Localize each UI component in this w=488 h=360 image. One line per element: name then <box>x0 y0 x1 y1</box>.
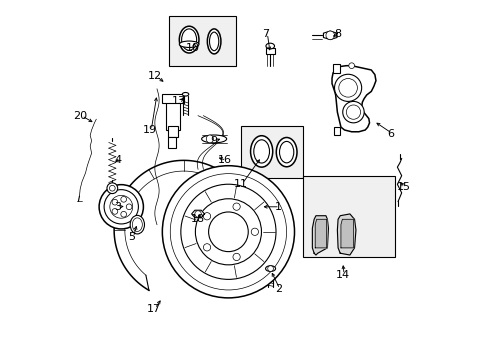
Text: 18: 18 <box>191 214 204 224</box>
Text: 16: 16 <box>218 156 231 165</box>
Circle shape <box>338 78 357 97</box>
Ellipse shape <box>250 136 272 167</box>
Text: 9: 9 <box>210 136 217 146</box>
Ellipse shape <box>132 218 142 231</box>
Bar <box>303 176 394 257</box>
Polygon shape <box>312 216 328 255</box>
Text: 15: 15 <box>396 182 409 192</box>
Text: 13: 13 <box>171 96 185 107</box>
Bar <box>169 16 235 66</box>
Ellipse shape <box>265 266 275 271</box>
Circle shape <box>121 197 126 202</box>
Text: 20: 20 <box>73 111 87 121</box>
Ellipse shape <box>130 215 144 234</box>
Ellipse shape <box>181 29 196 50</box>
Circle shape <box>104 190 138 224</box>
Polygon shape <box>323 31 336 40</box>
Circle shape <box>334 74 361 102</box>
Circle shape <box>203 244 210 251</box>
Ellipse shape <box>179 41 199 48</box>
Ellipse shape <box>265 43 274 49</box>
Circle shape <box>110 195 132 218</box>
Circle shape <box>348 63 354 68</box>
Circle shape <box>107 183 118 194</box>
Polygon shape <box>340 219 353 248</box>
Text: 5: 5 <box>128 232 135 242</box>
Circle shape <box>194 211 201 217</box>
Circle shape <box>170 174 286 290</box>
Bar <box>162 94 183 103</box>
Text: 11: 11 <box>233 179 247 189</box>
Ellipse shape <box>253 140 269 163</box>
Ellipse shape <box>207 29 221 54</box>
Circle shape <box>126 204 132 210</box>
Circle shape <box>112 199 118 205</box>
Text: 6: 6 <box>386 129 394 139</box>
Polygon shape <box>191 210 204 218</box>
Circle shape <box>208 212 248 252</box>
Circle shape <box>99 185 143 229</box>
Ellipse shape <box>276 138 296 167</box>
Text: 12: 12 <box>148 71 162 81</box>
Circle shape <box>181 184 275 279</box>
Ellipse shape <box>209 32 218 51</box>
Bar <box>265 48 274 54</box>
Circle shape <box>342 102 364 123</box>
Ellipse shape <box>206 135 213 143</box>
Ellipse shape <box>279 141 293 163</box>
Bar <box>332 64 339 73</box>
Polygon shape <box>331 66 375 132</box>
Circle shape <box>195 199 261 265</box>
Bar <box>165 102 180 130</box>
Circle shape <box>162 166 294 298</box>
Bar <box>241 126 303 178</box>
Circle shape <box>267 266 273 271</box>
Circle shape <box>232 253 240 261</box>
Text: 10: 10 <box>185 43 199 53</box>
Ellipse shape <box>182 93 188 96</box>
Polygon shape <box>337 214 355 255</box>
Circle shape <box>346 105 360 119</box>
Circle shape <box>121 211 126 217</box>
Ellipse shape <box>201 135 226 143</box>
Text: 2: 2 <box>274 284 282 294</box>
Bar <box>167 137 175 148</box>
Text: 4: 4 <box>114 156 121 165</box>
Circle shape <box>112 208 118 214</box>
Circle shape <box>109 185 115 191</box>
Ellipse shape <box>179 26 199 53</box>
Text: 1: 1 <box>274 202 282 212</box>
Circle shape <box>203 213 210 220</box>
Text: 19: 19 <box>142 125 157 135</box>
Text: 17: 17 <box>146 303 160 314</box>
Circle shape <box>251 228 258 235</box>
Text: 14: 14 <box>335 270 349 280</box>
Polygon shape <box>315 219 326 248</box>
Circle shape <box>232 203 240 210</box>
Text: 3: 3 <box>114 202 121 212</box>
Bar <box>167 126 177 137</box>
Text: 7: 7 <box>262 28 269 39</box>
Bar <box>333 127 340 135</box>
Circle shape <box>325 31 334 40</box>
Text: 8: 8 <box>333 28 340 39</box>
